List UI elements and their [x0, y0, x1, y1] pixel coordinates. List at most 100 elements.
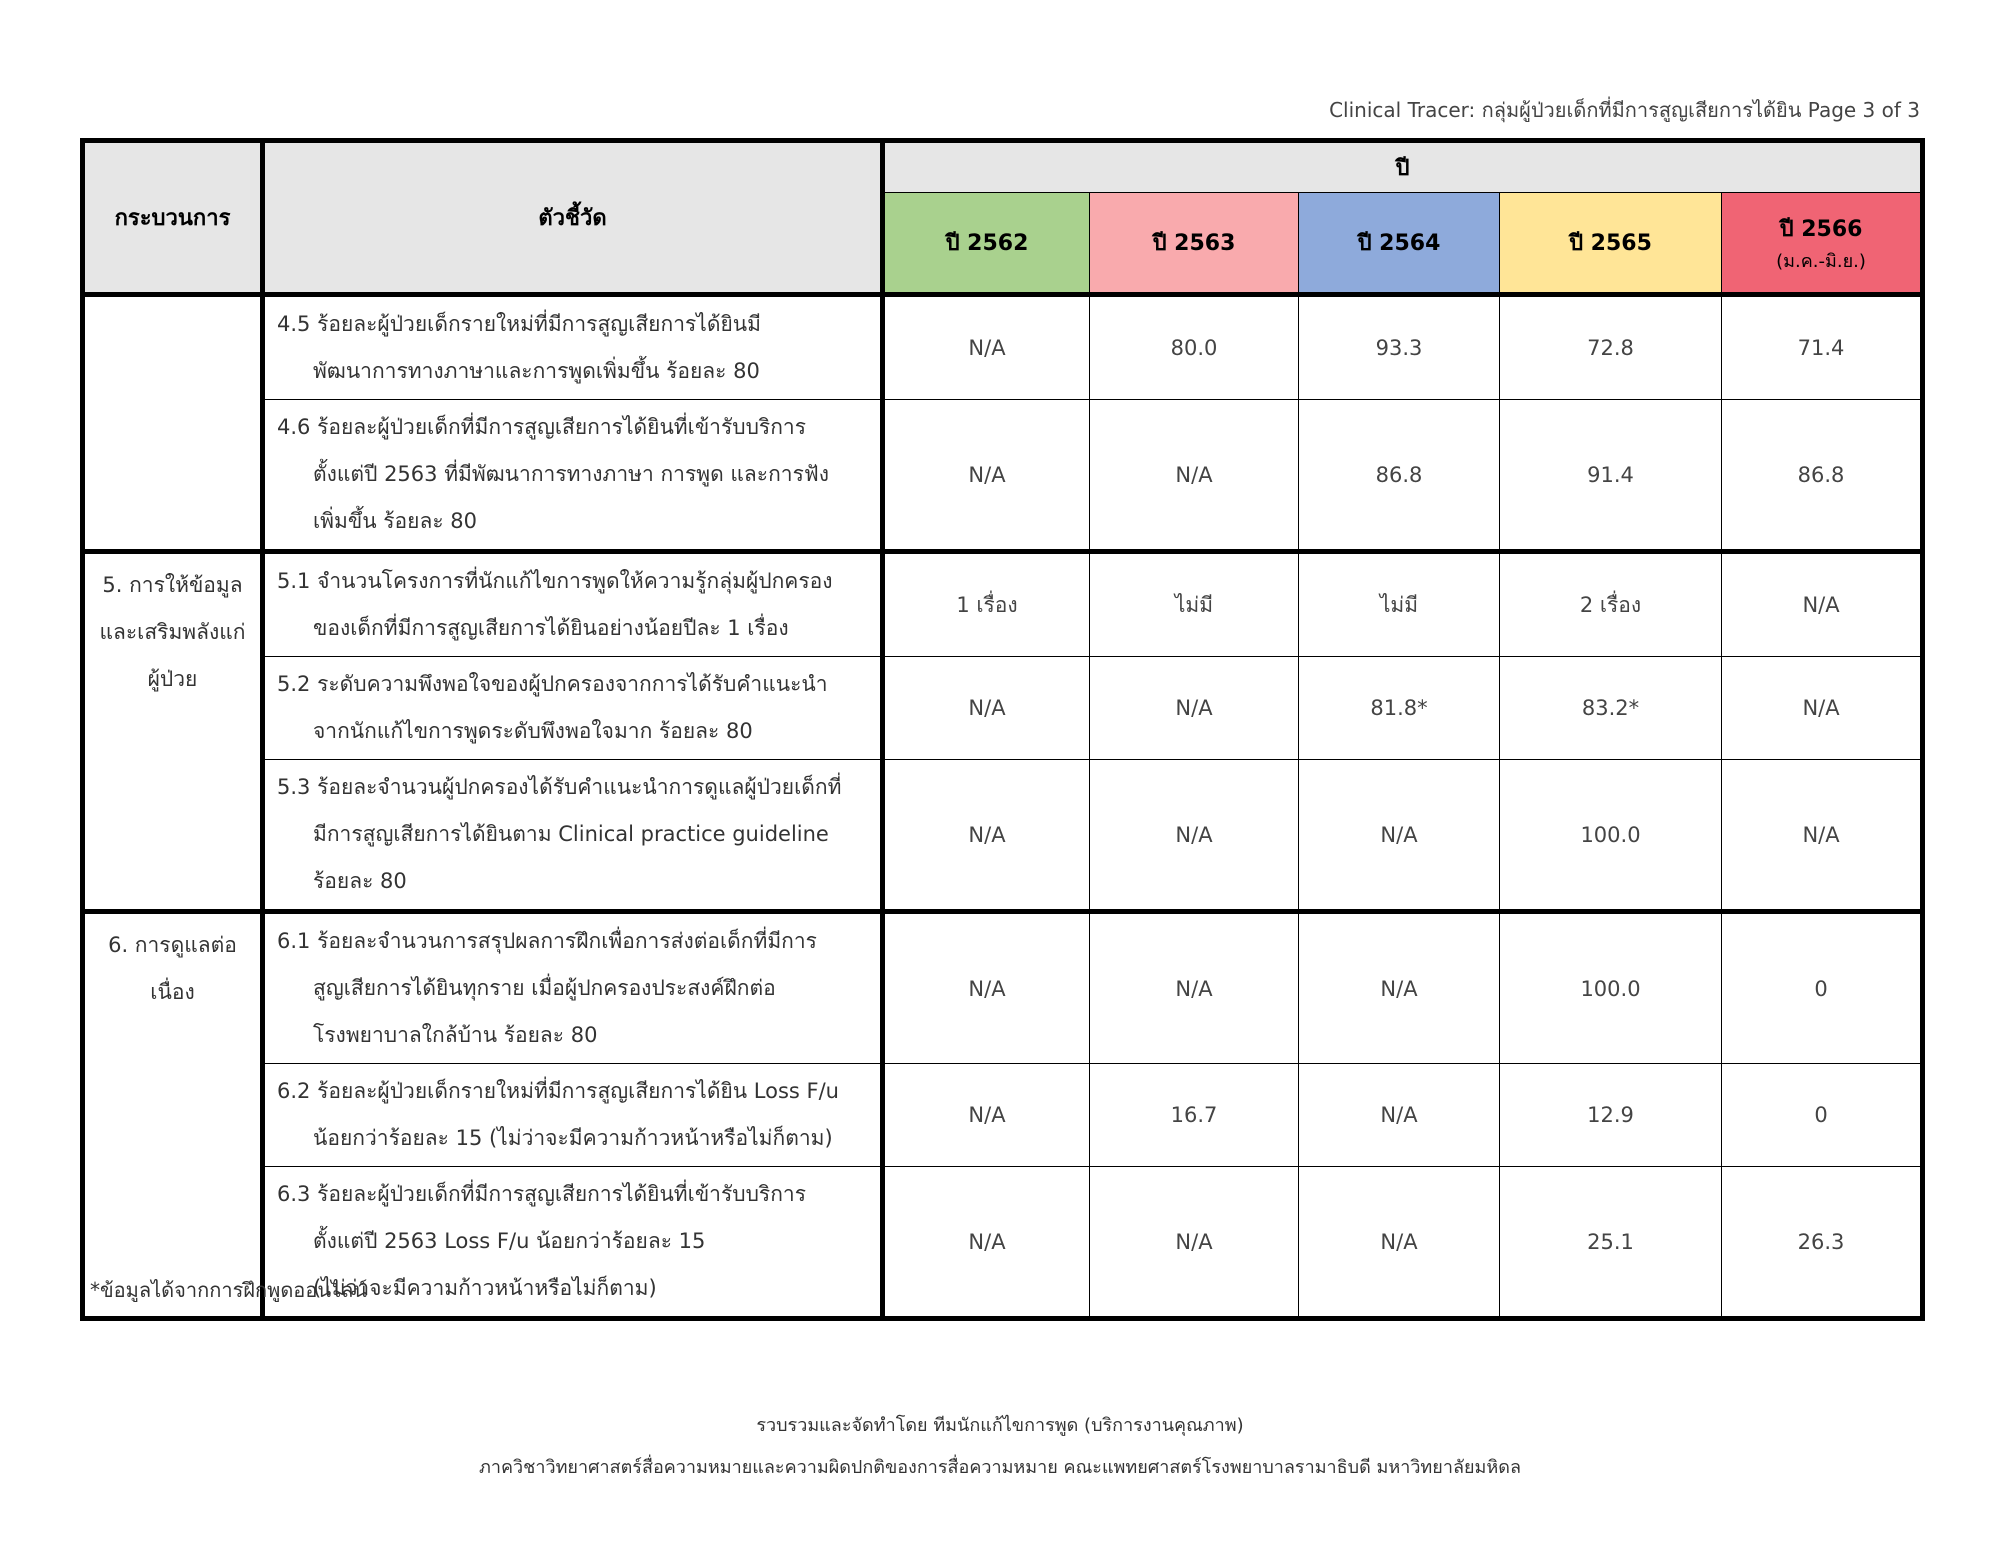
value-cell: N/A — [882, 1063, 1090, 1167]
table-row: 4.6 ร้อยละผู้ป่วยเด็กที่มีการสูญเสียการไ… — [83, 399, 1924, 554]
value-cell: N/A — [1089, 759, 1299, 914]
value-cell: 86.8 — [1298, 399, 1500, 554]
indicator-cell: 5.2 ระดับความพึงพอใจของผู้ปกครองจากการได… — [262, 656, 885, 760]
value-cell: 25.1 — [1499, 1166, 1722, 1319]
table-row: 6.2 ร้อยละผู้ป่วยเด็กรายใหม่ที่มีการสูญเ… — [83, 1063, 1924, 1167]
header-year: ปี 2566 (ม.ค.-มิ.ย.) — [1720, 192, 1924, 297]
value-cell: N/A — [1089, 399, 1299, 554]
table-row: 5. การให้ข้อมูลและเสริมพลังแก่ผู้ป่วย 5.1… — [82, 551, 1924, 914]
indicator-line: 5.1 จำนวนโครงการที่นักแก้ไขการพูดให้ความ… — [277, 569, 833, 593]
value-cell: N/A — [882, 759, 1090, 914]
indicator-cell: 6.2 ร้อยละผู้ป่วยเด็กรายใหม่ที่มีการสูญเ… — [262, 1063, 885, 1167]
indicator-cell: 4.6 ร้อยละผู้ป่วยเด็กที่มีการสูญเสียการไ… — [262, 399, 885, 554]
indicator-line: 5.3 ร้อยละจำนวนผู้ปกครองได้รับคำแนะนำการ… — [277, 775, 842, 799]
table-row: 6. การดูแลต่อเนื่อง 6.1 ร้อยละจำนวนการสรุ… — [82, 911, 1924, 1319]
indicator-line: ตั้งแต่ปี 2563 Loss F/u น้อยกว่าร้อยละ 1… — [313, 1229, 706, 1253]
value-cell: 100.0 — [1499, 759, 1722, 914]
indicator-line: มีการสูญเสียการได้ยินตาม Clinical practi… — [313, 822, 829, 846]
year-label: ปี 2566 — [1779, 216, 1863, 242]
page-header: Clinical Tracer: กลุ่มผู้ป่วยเด็กที่มีกา… — [1329, 98, 1920, 122]
value-cell: 12.9 — [1499, 1063, 1722, 1167]
indicator-line: สูญเสียการได้ยินทุกราย เมื่อผู้ปกครองประ… — [313, 976, 776, 1000]
value-cell: N/A — [1089, 911, 1299, 1064]
indicator-cell: 5.3 ร้อยละจำนวนผู้ปกครองได้รับคำแนะนำการ… — [262, 759, 885, 914]
header-indicator: ตัวชี้วัด — [262, 140, 885, 297]
indicator-line: ตั้งแต่ปี 2563 ที่มีพัฒนาการทางภาษา การพ… — [313, 462, 829, 486]
value-cell: N/A — [1298, 911, 1500, 1064]
value-cell: ไม่มี — [1298, 551, 1500, 657]
value-cell: N/A — [1089, 1166, 1299, 1319]
value-cell: N/A — [882, 399, 1090, 554]
year-label: ปี 2562 — [945, 231, 1029, 256]
header-year: ปี 2563 — [1089, 192, 1299, 297]
table-row: 5.2 ระดับความพึงพอใจของผู้ปกครองจากการได… — [83, 656, 1924, 760]
indicator-cell: 5.1 จำนวนโครงการที่นักแก้ไขการพูดให้ความ… — [262, 551, 885, 657]
value-cell: 1 เรื่อง — [882, 551, 1090, 657]
footnote: *ข้อมูลได้จากการฝึกพูดออนไลน์ — [90, 1278, 367, 1302]
indicator-line: 4.5 ร้อยละผู้ป่วยเด็กรายใหม่ที่มีการสูญเ… — [277, 312, 761, 336]
process-cell: 6. การดูแลต่อเนื่อง — [82, 911, 265, 1319]
header-year: ปี 2564 — [1298, 192, 1500, 297]
value-cell: 0 — [1720, 1063, 1924, 1167]
year-sublabel: (ม.ค.-มิ.ย.) — [1776, 250, 1866, 272]
footer-department: ภาควิชาวิทยาศาสตร์สื่อความหมายและความผิด… — [479, 1457, 1521, 1478]
value-cell: N/A — [1089, 656, 1299, 760]
indicator-line: 6.1 ร้อยละจำนวนการสรุปผลการฝึกเพื่อการส่… — [277, 929, 817, 953]
value-cell: 16.7 — [1089, 1063, 1299, 1167]
year-label: ปี 2565 — [1569, 231, 1652, 256]
indicator-table: กระบวนการ ตัวชี้วัด ปี ปี 2562 ปี 2563 ปี … — [80, 138, 1926, 1321]
indicator-line: 4.6 ร้อยละผู้ป่วยเด็กที่มีการสูญเสียการไ… — [277, 415, 806, 439]
value-cell: 0 — [1720, 911, 1924, 1064]
header-year-group: ปี — [881, 140, 1924, 193]
value-cell: N/A — [882, 656, 1090, 760]
value-cell: N/A — [882, 294, 1090, 400]
header-year: ปี 2565 — [1499, 192, 1722, 297]
value-cell: N/A — [1720, 656, 1924, 760]
indicator-line: เพิ่มขึ้น ร้อยละ 80 — [313, 509, 477, 533]
indicator-line: 6.3 ร้อยละผู้ป่วยเด็กที่มีการสูญเสียการไ… — [277, 1182, 806, 1206]
header-process: กระบวนการ — [82, 140, 265, 297]
year-label: ปี 2564 — [1357, 231, 1441, 256]
indicator-cell: 4.5 ร้อยละผู้ป่วยเด็กรายใหม่ที่มีการสูญเ… — [262, 294, 885, 400]
process-cell: 5. การให้ข้อมูลและเสริมพลังแก่ผู้ป่วย — [82, 551, 265, 914]
value-cell: 72.8 — [1499, 294, 1722, 400]
table-row: 6.3 ร้อยละผู้ป่วยเด็กที่มีการสูญเสียการไ… — [83, 1166, 1924, 1319]
indicator-line: 5.2 ระดับความพึงพอใจของผู้ปกครองจากการได… — [277, 672, 828, 696]
value-cell: N/A — [882, 911, 1090, 1064]
value-cell: 2 เรื่อง — [1499, 551, 1722, 657]
value-cell: 91.4 — [1499, 399, 1722, 554]
indicator-line: พัฒนาการทางภาษาและการพูดเพิ่มขึ้น ร้อยละ… — [313, 359, 760, 383]
indicator-cell: 6.3 ร้อยละผู้ป่วยเด็กที่มีการสูญเสียการไ… — [262, 1166, 885, 1319]
indicator-line: โรงพยาบาลใกล้บ้าน ร้อยละ 80 — [313, 1023, 598, 1047]
value-cell: N/A — [1720, 759, 1924, 914]
process-cell — [82, 294, 265, 554]
indicator-line: ของเด็กที่มีการสูญเสียการได้ยินอย่างน้อย… — [313, 616, 789, 640]
process-label: 5. การให้ข้อมูลและเสริมพลังแก่ผู้ป่วย — [99, 573, 246, 691]
value-cell: 81.8* — [1298, 656, 1500, 760]
footer-compiled-by: รวบรวมและจัดทำโดย ทีมนักแก้ไขการพูด (บริ… — [756, 1415, 1244, 1436]
indicator-line: 6.2 ร้อยละผู้ป่วยเด็กรายใหม่ที่มีการสูญเ… — [277, 1079, 839, 1103]
table-row: 5.3 ร้อยละจำนวนผู้ปกครองได้รับคำแนะนำการ… — [83, 759, 1924, 914]
process-label: 6. การดูแลต่อเนื่อง — [108, 933, 237, 1004]
year-label: ปี 2563 — [1152, 231, 1236, 256]
value-cell: N/A — [882, 1166, 1090, 1319]
value-cell: 93.3 — [1298, 294, 1500, 400]
indicator-line: ร้อยละ 80 — [313, 869, 407, 893]
value-cell: ไม่มี — [1089, 551, 1299, 657]
value-cell: N/A — [1720, 551, 1924, 657]
value-cell: 86.8 — [1720, 399, 1924, 554]
value-cell: 26.3 — [1720, 1166, 1924, 1319]
header-year: ปี 2562 — [882, 192, 1090, 297]
value-cell: 71.4 — [1720, 294, 1924, 400]
indicator-line: จากนักแก้ไขการพูดระดับพึงพอใจมาก ร้อยละ … — [313, 719, 753, 743]
value-cell: 100.0 — [1499, 911, 1722, 1064]
value-cell: N/A — [1298, 1166, 1500, 1319]
value-cell: N/A — [1298, 759, 1500, 914]
value-cell: N/A — [1298, 1063, 1500, 1167]
indicator-line: น้อยกว่าร้อยละ 15 (ไม่ว่าจะมีความก้าวหน้… — [313, 1126, 833, 1150]
value-cell: 80.0 — [1089, 294, 1299, 400]
table-row: 4.5 ร้อยละผู้ป่วยเด็กรายใหม่ที่มีการสูญเ… — [82, 294, 1924, 554]
indicator-line: (ไม่ว่าจะมีความก้าวหน้าหรือไม่ก็ตาม) — [313, 1276, 657, 1300]
value-cell: 83.2* — [1499, 656, 1722, 760]
indicator-cell: 6.1 ร้อยละจำนวนการสรุปผลการฝึกเพื่อการส่… — [262, 911, 885, 1064]
